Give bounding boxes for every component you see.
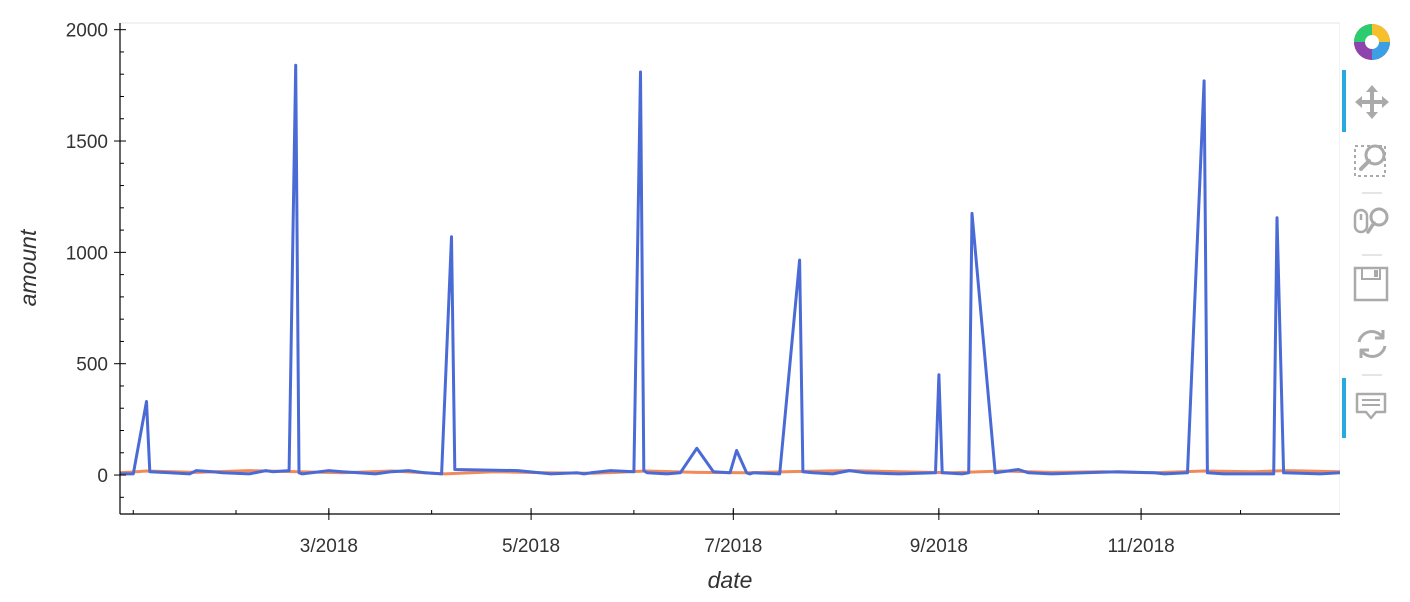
x-tick-label: 9/2018	[910, 536, 968, 557]
y-tick-label: 500	[76, 355, 108, 376]
reset-icon[interactable]	[1352, 324, 1392, 364]
bokeh-logo-icon[interactable]	[1352, 22, 1392, 62]
wheel-zoom-icon[interactable]	[1352, 202, 1392, 242]
toolbar-separator	[1362, 192, 1382, 194]
y-tick-label: 1500	[66, 132, 108, 153]
line-chart: 0 500 1000 1500 2000 3/2018 5/2018 7/2018 9/2018…	[15, 21, 1340, 593]
pan-icon[interactable]	[1352, 82, 1392, 122]
box-zoom-icon[interactable]	[1352, 140, 1392, 180]
hover-active-indicator	[1342, 378, 1346, 438]
x-axis-title: date	[708, 567, 753, 593]
y-axis-title: amount	[15, 228, 41, 306]
pan-active-indicator	[1342, 70, 1346, 132]
y-tick-label: 0	[97, 466, 108, 487]
x-tick-label: 11/2018	[1107, 536, 1174, 557]
x-tick-label: 5/2018	[502, 536, 560, 557]
series-line-1	[120, 63, 1340, 476]
x-tick-label: 7/2018	[704, 536, 762, 557]
plot-area	[119, 22, 1340, 515]
y-tick-label: 1000	[66, 243, 108, 264]
toolbar-separator	[1362, 254, 1382, 256]
hover-icon[interactable]	[1352, 386, 1392, 426]
series-layer	[119, 63, 1340, 476]
y-tick-label: 2000	[66, 21, 108, 42]
x-tick-label: 3/2018	[300, 536, 358, 557]
axes-layer: 0 500 1000 1500 2000 3/2018 5/2018 7/2018 9/2018…	[66, 21, 1340, 557]
chart-toolbar	[1342, 18, 1406, 448]
save-icon[interactable]	[1352, 264, 1392, 304]
toolbar-separator	[1362, 374, 1382, 376]
